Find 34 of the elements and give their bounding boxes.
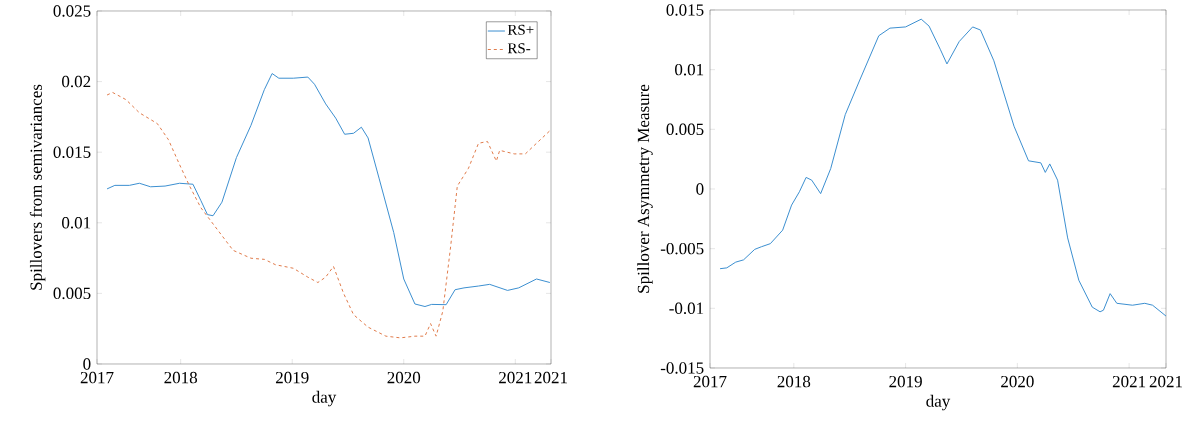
y-tick-label: 0.005 [53,287,91,300]
x-axis-title: day [926,394,951,411]
y-tick-label: 0.015 [666,4,704,16]
y-tick-label: 0.01 [62,217,91,229]
y-tick-label: -0.01 [669,302,704,315]
x-tick-label: 2019 [889,375,922,388]
x-tick-label: 2021 [534,371,567,384]
line-series [719,18,1166,317]
line-series [106,91,551,339]
y-tick-label: -0.015 [660,362,704,374]
x-tick-label: 2021 [499,371,532,384]
x-tick-label: 2020 [1001,375,1034,388]
x-tick-label: 2019 [275,371,309,384]
x-tick-label: 2017 [80,371,114,384]
y-axis-title: Spillovers from semivariances [29,84,46,290]
y-tick-label: 0 [696,183,704,195]
y-tick-label: 0 [83,358,91,370]
y-tick-label: 0.015 [53,146,91,158]
legend-label: RS+ [507,24,534,35]
x-tick-label: 2020 [387,371,421,384]
x-tick-label: 2021 [1112,375,1146,388]
x-tick-label: 2018 [164,371,198,384]
x-axis-title: day [312,390,337,407]
y-tick-label: 0.005 [666,123,704,136]
y-tick-label: 0.02 [62,75,91,88]
x-tick-label: 2021 [1149,375,1182,388]
legend-label: RS- [507,43,531,54]
x-tick-label: 2018 [777,375,811,388]
y-tick-label: 0.025 [53,5,91,17]
line-series [106,73,551,308]
y-tick-label: -0.005 [660,242,704,255]
x-tick-label: 2017 [693,375,727,388]
y-axis-title: Spillover Asymmetry Measure [637,84,653,293]
y-tick-label: 0.01 [675,63,704,76]
